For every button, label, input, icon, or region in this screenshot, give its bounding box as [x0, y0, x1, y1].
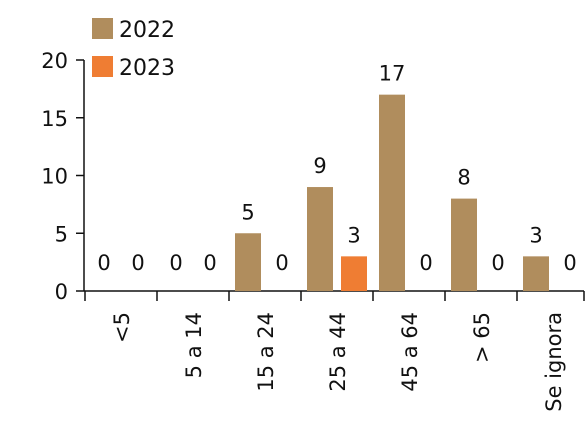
bar-2022: [379, 94, 405, 292]
data-label-2022: 9: [313, 154, 326, 178]
x-axis: <5 5 a 14 15 a 24 25 a 44 45 a 64 > 65 Se igno…: [84, 290, 585, 412]
x-tick-label: 45 a 64: [398, 312, 422, 392]
y-tick-label: 10: [41, 165, 68, 189]
y-tick-label: 15: [41, 107, 68, 131]
data-label-2022: 0: [169, 251, 182, 275]
legend: 2022 2023: [92, 18, 175, 81]
data-label-2022: 8: [457, 166, 470, 190]
y-tick-label: 20: [41, 49, 68, 73]
data-label-2023: 0: [563, 251, 576, 275]
bar-2023: [341, 256, 367, 291]
y-tick-label: 0: [55, 280, 68, 304]
bar-2022: [307, 187, 333, 291]
x-tick-label: > 65: [470, 312, 494, 363]
x-tick-label: 25 a 44: [326, 312, 350, 392]
x-tick-label: 15 a 24: [254, 312, 278, 392]
data-label-2023: 0: [275, 251, 288, 275]
data-label-2022: 17: [379, 62, 406, 86]
data-label-2022: 3: [529, 223, 542, 247]
y-tick-label: 5: [55, 222, 68, 246]
legend-swatch-2023: [92, 56, 113, 77]
data-label-2023: 0: [491, 251, 504, 275]
data-label-2023: 0: [419, 251, 432, 275]
y-axis: 0 5 10 15 20: [41, 49, 85, 304]
bar-2022: [451, 198, 477, 291]
data-label-2022: 0: [97, 251, 110, 275]
legend-label-2023: 2023: [119, 56, 175, 81]
data-label-2023: 0: [203, 251, 216, 275]
bars: [235, 94, 549, 292]
x-tick-label: <5: [110, 312, 134, 343]
bar-2022: [235, 233, 261, 291]
data-label-2023: 0: [131, 251, 144, 275]
bar-2022: [523, 256, 549, 291]
data-label-2022: 5: [241, 200, 254, 224]
data-label-2023: 3: [347, 223, 360, 247]
x-tick-label: 5 a 14: [182, 312, 206, 378]
legend-label-2022: 2022: [119, 18, 175, 43]
legend-swatch-2022: [92, 18, 113, 39]
x-tick-label: Se ignora: [542, 312, 566, 412]
